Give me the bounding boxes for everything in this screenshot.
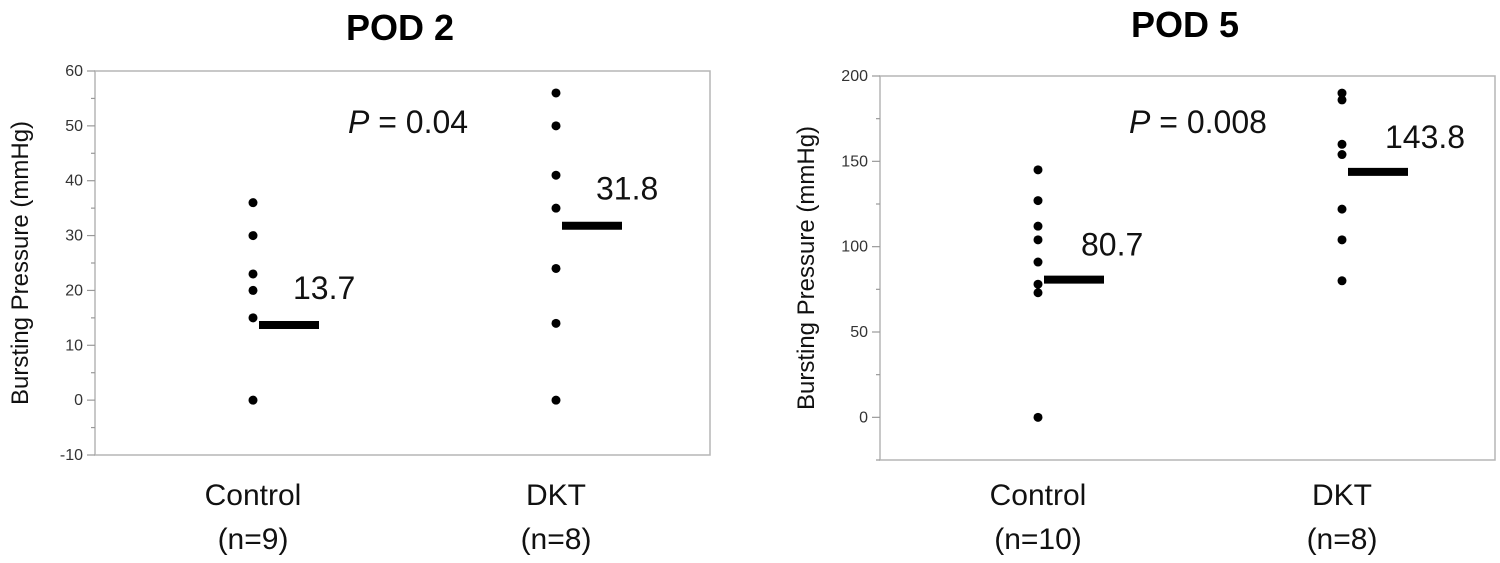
data-point bbox=[1033, 196, 1043, 206]
y-axis-label: Bursting Pressure (mmHg) bbox=[7, 121, 34, 405]
category-n-label: (n=9) bbox=[218, 523, 289, 556]
mean-label: 80.7 bbox=[1081, 227, 1143, 263]
chart-panel-2: POD 5 0 50 100 150 200 Bursting Pressure (mmHg… bbox=[793, 4, 1496, 556]
data-point bbox=[248, 269, 258, 279]
y-tick-label: 200 bbox=[841, 68, 868, 85]
data-point bbox=[551, 121, 561, 131]
data-point bbox=[248, 313, 258, 323]
y-tick-label: -10 bbox=[60, 447, 83, 464]
data-point bbox=[1337, 235, 1347, 245]
p-value-annotation: P = 0.008 bbox=[1129, 104, 1267, 140]
data-point bbox=[248, 395, 258, 405]
y-tick-label: 0 bbox=[859, 409, 868, 426]
group-control: 80.7 Control (n=10) bbox=[990, 165, 1143, 556]
data-point bbox=[1337, 88, 1347, 98]
chart-panel-1: POD 2 -10 0 10 20 30 40 50 60 Bursting Pressure (… bbox=[7, 7, 711, 556]
y-tick-label: 100 bbox=[841, 239, 868, 256]
p-value-annotation: P = 0.04 bbox=[348, 104, 468, 140]
category-n-label: (n=8) bbox=[521, 523, 592, 556]
data-point bbox=[551, 170, 561, 180]
p-symbol: P bbox=[1129, 104, 1151, 140]
category-label: Control bbox=[205, 479, 302, 512]
y-tick-label: 30 bbox=[65, 228, 83, 245]
data-point bbox=[1033, 235, 1043, 245]
group-control: 13.7 Control (n=9) bbox=[205, 198, 355, 556]
y-axis-label: Bursting Pressure (mmHg) bbox=[793, 126, 820, 410]
y-tick-label: 20 bbox=[65, 282, 83, 299]
data-point bbox=[1337, 204, 1347, 214]
group-dkt: 31.8 DKT (n=8) bbox=[521, 88, 658, 556]
data-point bbox=[1033, 288, 1043, 298]
category-n-label: (n=10) bbox=[994, 523, 1082, 556]
data-point bbox=[1337, 276, 1347, 286]
mean-label: 13.7 bbox=[293, 270, 355, 306]
data-point bbox=[1033, 165, 1043, 175]
category-label: DKT bbox=[1312, 479, 1372, 512]
data-point bbox=[1033, 221, 1043, 231]
data-point bbox=[1033, 257, 1043, 267]
p-value-text: = 0.008 bbox=[1150, 104, 1267, 140]
data-point bbox=[1337, 139, 1347, 149]
y-tick-label: 50 bbox=[65, 118, 83, 135]
data-point bbox=[248, 231, 258, 241]
category-label: DKT bbox=[526, 479, 586, 512]
data-point bbox=[1033, 412, 1043, 422]
data-point bbox=[551, 203, 561, 213]
chart-title: POD 2 bbox=[346, 7, 454, 48]
p-symbol: P bbox=[348, 104, 370, 140]
data-point bbox=[1033, 279, 1043, 289]
y-tick-label: 0 bbox=[74, 392, 83, 409]
chart-title: POD 5 bbox=[1131, 4, 1239, 45]
data-point bbox=[1337, 95, 1347, 105]
data-point bbox=[248, 285, 258, 295]
y-tick-label: 150 bbox=[841, 153, 868, 170]
data-point bbox=[1337, 150, 1347, 160]
mean-label: 143.8 bbox=[1385, 119, 1465, 155]
y-tick-label: 10 bbox=[65, 337, 83, 354]
mean-label: 31.8 bbox=[596, 171, 658, 207]
data-point bbox=[551, 318, 561, 328]
category-label: Control bbox=[990, 479, 1087, 512]
plot-frame bbox=[879, 75, 1496, 461]
data-point bbox=[551, 263, 561, 273]
y-tick-label: 50 bbox=[850, 324, 868, 341]
data-point bbox=[551, 88, 561, 98]
data-point bbox=[551, 395, 561, 405]
data-point bbox=[248, 198, 258, 208]
category-n-label: (n=8) bbox=[1307, 523, 1378, 556]
y-tick-label: 60 bbox=[65, 63, 83, 80]
group-dkt: 143.8 DKT (n=8) bbox=[1307, 88, 1465, 556]
p-value-text: = 0.04 bbox=[369, 104, 468, 140]
y-tick-label: 40 bbox=[65, 173, 83, 190]
